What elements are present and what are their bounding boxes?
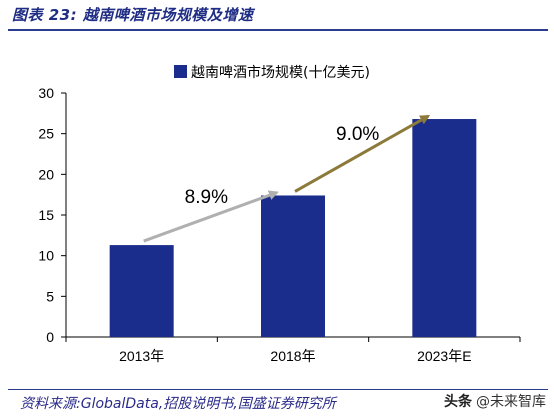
growth-label: 9.0% — [336, 124, 379, 145]
growth-annotations: 8.9% 9.0% — [143, 114, 431, 243]
x-tick-label: 2018年 — [270, 348, 315, 364]
y-tick-label: 15 — [38, 207, 54, 223]
y-tick-label: 5 — [46, 288, 54, 304]
legend: 越南啤酒市场规模(十亿美元) — [174, 64, 370, 81]
growth-arrow — [143, 190, 279, 243]
y-tick-label: 10 — [38, 248, 54, 264]
bar-2018年 — [261, 195, 325, 337]
chart: 越南啤酒市场规模(十亿美元) 0 5 10 15 20 25 30 2013年 2018年 202… — [38, 64, 521, 364]
y-tick-label: 0 — [46, 329, 54, 345]
figure-title: 图表 23: 越南啤酒市场规模及增速 — [12, 6, 254, 24]
source-rule — [8, 389, 548, 390]
y-tick-label: 30 — [38, 85, 54, 101]
axes: 0 5 10 15 20 25 30 2013年 2018年 2023年E — [38, 85, 521, 364]
watermark: 头条 @未来智库 — [444, 391, 546, 411]
y-tick-label: 20 — [38, 166, 54, 182]
bars — [109, 119, 477, 337]
legend-swatch — [174, 65, 187, 78]
y-tick-label: 25 — [38, 126, 54, 142]
watermark-text: @未来智库 — [476, 394, 546, 410]
bar-2023年E — [412, 119, 477, 337]
growth-label: 8.9% — [185, 187, 228, 208]
x-tick-label: 2023年E — [417, 348, 471, 364]
source-note: 资料来源:GlobalData,招股说明书,国盛证券研究所 — [20, 396, 336, 412]
legend-label: 越南啤酒市场规模(十亿美元) — [191, 64, 370, 81]
watermark-logo: 头条 — [444, 394, 472, 410]
bar-2013年 — [109, 245, 174, 337]
growth-arrow — [294, 114, 431, 193]
x-tick-label: 2013年 — [119, 348, 164, 364]
title-rule — [8, 29, 548, 31]
